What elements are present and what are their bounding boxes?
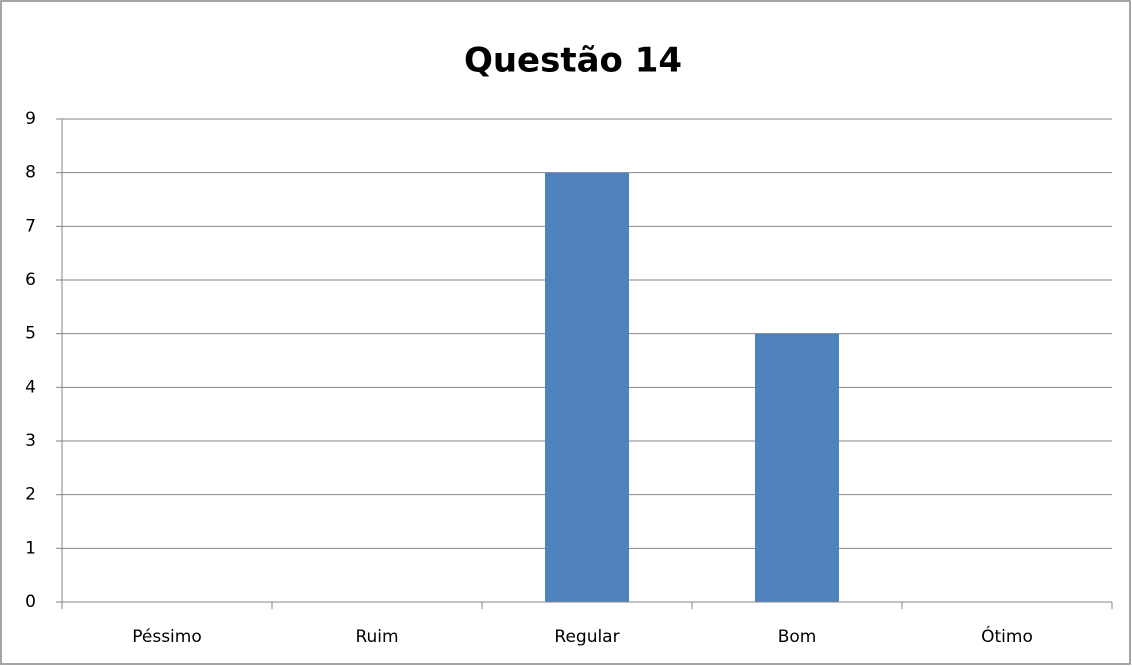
y-tick-label: 1 xyxy=(25,538,36,558)
x-tick-label: Péssimo xyxy=(132,627,202,647)
x-tick-label: Ótimo xyxy=(981,625,1033,647)
y-tick-label: 4 xyxy=(25,377,36,397)
x-tick-label: Regular xyxy=(554,627,619,647)
y-tick-label: 5 xyxy=(25,324,36,344)
y-tick-label: 3 xyxy=(25,431,36,451)
y-tick-label: 9 xyxy=(25,109,36,129)
x-tick-label: Ruim xyxy=(355,627,398,647)
chart-title: Questão 14 xyxy=(464,41,682,81)
y-tick-label: 6 xyxy=(25,270,36,290)
bar xyxy=(755,333,839,602)
y-tick-label: 0 xyxy=(25,592,36,612)
y-tick-label: 7 xyxy=(25,216,36,236)
y-tick-label: 2 xyxy=(25,485,36,505)
y-tick-label: 8 xyxy=(25,163,36,183)
bar xyxy=(545,172,629,602)
x-tick-label: Bom xyxy=(778,627,817,647)
